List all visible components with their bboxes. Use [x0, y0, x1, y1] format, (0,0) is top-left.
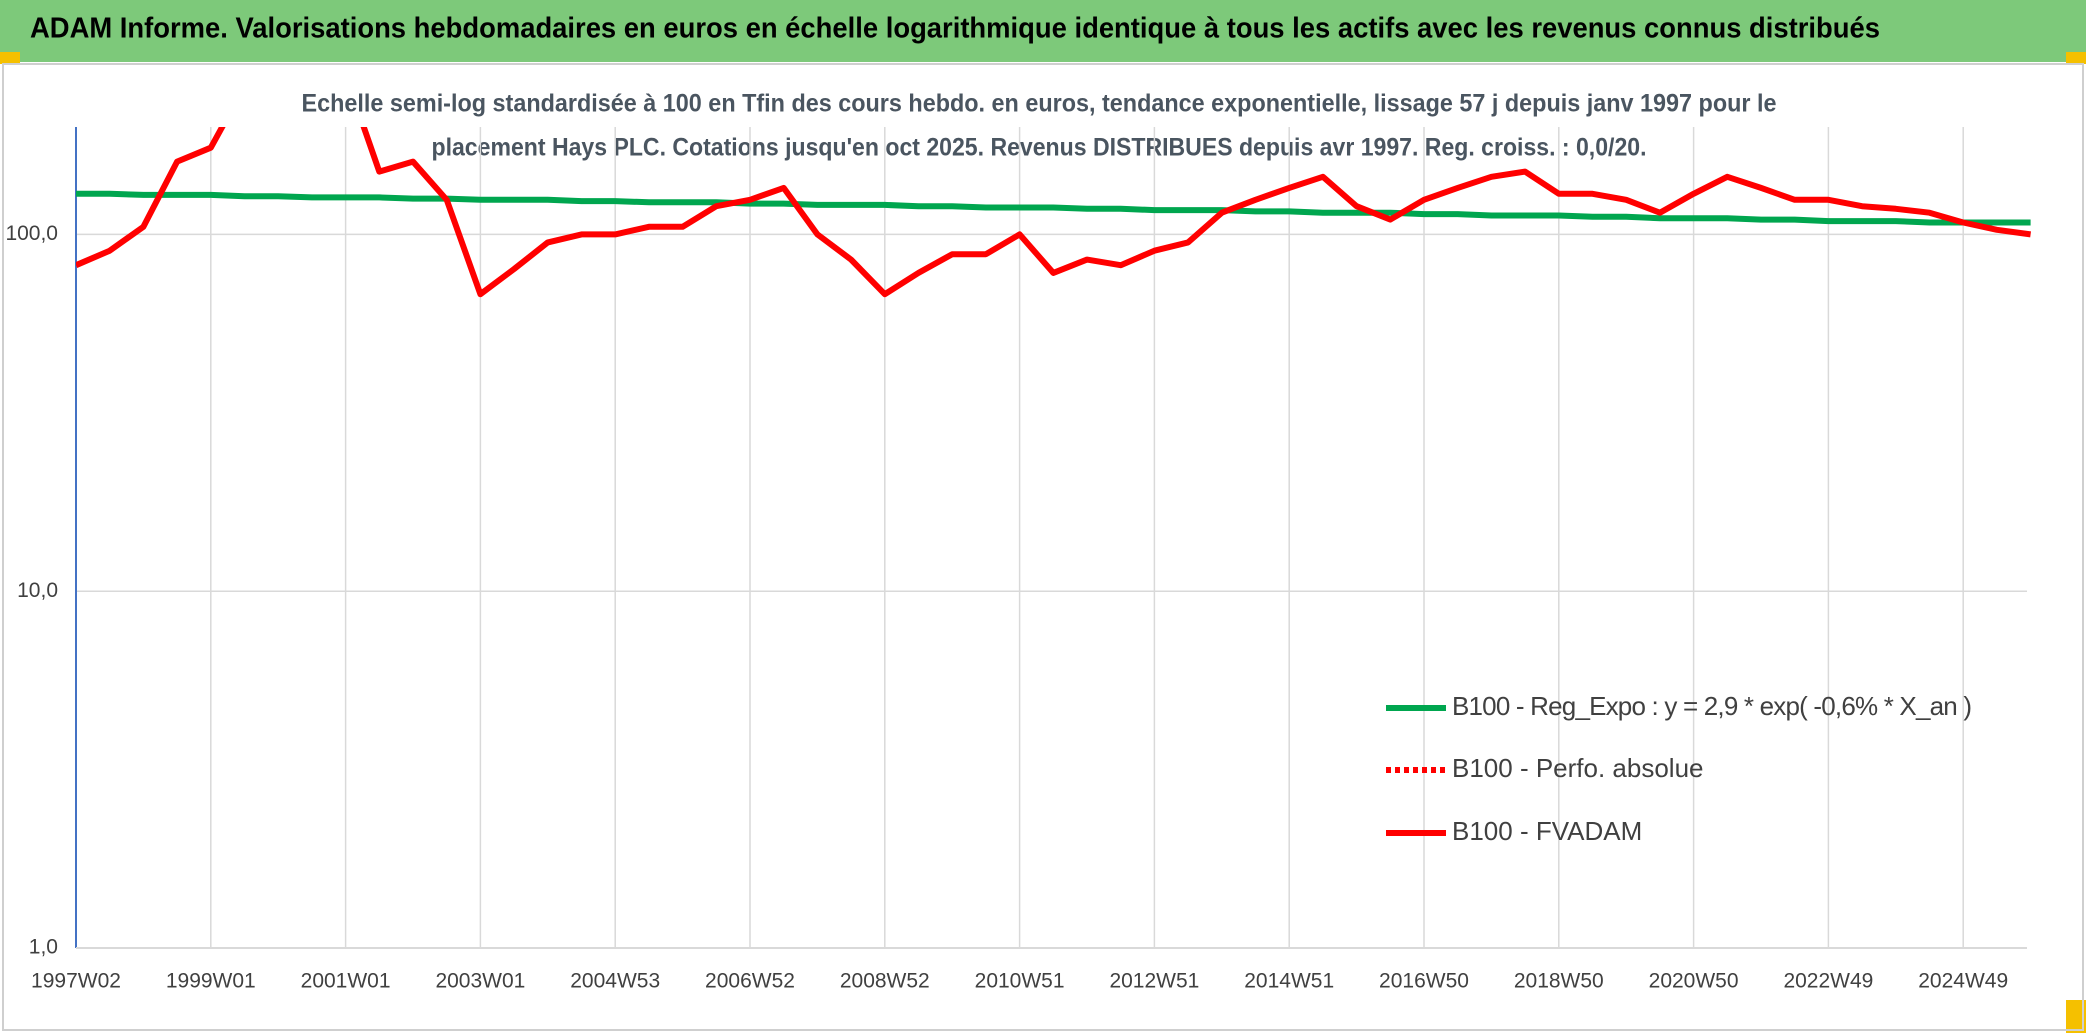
- header-bar: [0, 0, 2086, 62]
- x-tick-label: 2016W50: [1379, 970, 1469, 993]
- corner: [2066, 52, 2086, 64]
- chart-title: ADAM Informe. Valorisations hebdomadaire…: [30, 13, 1880, 45]
- series-line: [76, 190, 2031, 226]
- plot-area: [76, 127, 2032, 298]
- y-tick-label: 100,0: [5, 222, 58, 245]
- frame: [2, 63, 2084, 1031]
- x-tick-label: 1999W01: [166, 970, 256, 993]
- corner: [0, 52, 20, 64]
- x-tick-label: 2022W49: [1783, 970, 1873, 993]
- x-tick-label: 2004W53: [570, 970, 660, 993]
- x-tick-label: 2001W01: [301, 970, 391, 993]
- x-tick-label: 2006W52: [705, 970, 795, 993]
- chart-subtitle: Echelle semi-log standardisée à 100 en T…: [302, 90, 1777, 118]
- series-line: [76, 127, 2032, 298]
- y-tick-label: 10,0: [17, 579, 58, 602]
- x-tick-label: 2024W49: [1918, 970, 2008, 993]
- x-tick-label: 2010W51: [975, 970, 1065, 993]
- corner: [2066, 1000, 2086, 1033]
- y-tick-label: 1,0: [29, 936, 58, 959]
- chart-subtitle: placement Hays PLC. Cotations jusqu'en o…: [432, 134, 1647, 162]
- x-tick-label: 2012W51: [1109, 970, 1199, 993]
- x-tick-label: 2008W52: [840, 970, 930, 993]
- x-tick-label: 2020W50: [1649, 970, 1739, 993]
- legend-label: B100 - Reg_Expo : y = 2,9 * exp( -0,6% *…: [1452, 691, 1972, 721]
- x-tick-label: 2003W01: [435, 970, 525, 993]
- x-tick-label: 2018W50: [1514, 970, 1604, 993]
- x-tick-label: 1997W02: [31, 970, 121, 993]
- legend-label: B100 - Perfo. absolue: [1452, 753, 1704, 783]
- legend-label: B100 - FVADAM: [1452, 816, 1642, 846]
- x-tick-label: 2014W51: [1244, 970, 1334, 993]
